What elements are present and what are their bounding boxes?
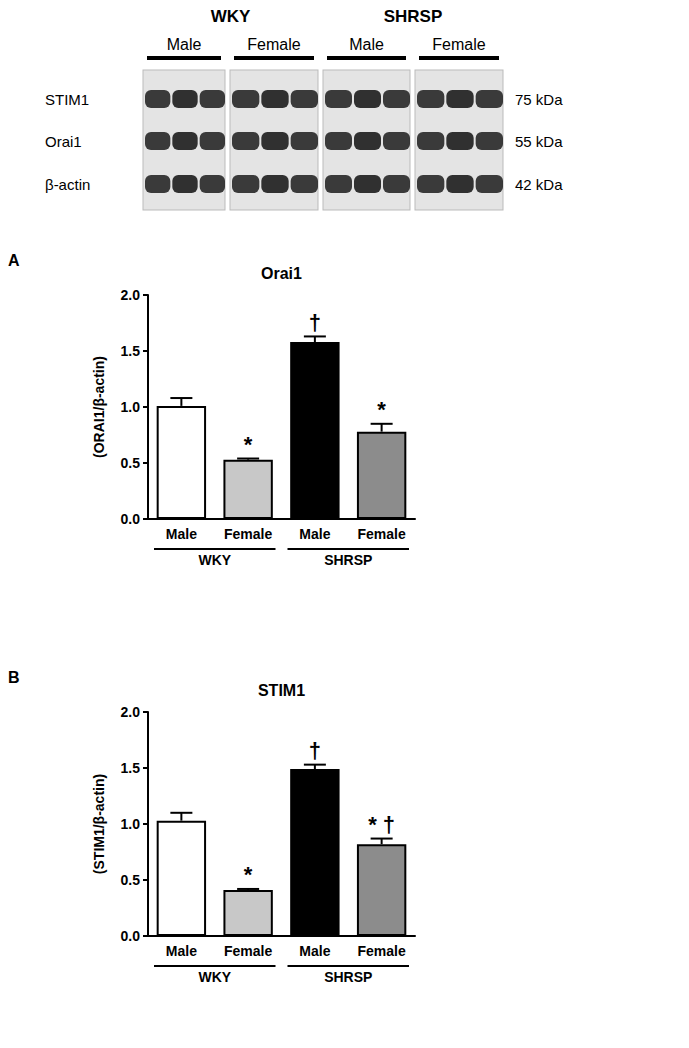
svg-text:2.0: 2.0 [121, 704, 141, 720]
svg-text:WKY: WKY [198, 552, 231, 568]
svg-text:B: B [8, 669, 20, 686]
svg-text:Orai1: Orai1 [45, 133, 82, 150]
svg-text:*: * [244, 862, 253, 887]
svg-text:Male: Male [167, 36, 202, 53]
svg-text:1.0: 1.0 [121, 399, 141, 415]
svg-text:Female: Female [358, 943, 406, 959]
svg-text:WKY: WKY [198, 969, 231, 985]
svg-text:42 kDa: 42 kDa [515, 176, 563, 193]
svg-text:STIM1: STIM1 [45, 91, 89, 108]
svg-text:Female: Female [224, 943, 272, 959]
svg-text:†: † [309, 310, 321, 335]
svg-text:0.5: 0.5 [121, 872, 141, 888]
svg-text:†: † [309, 738, 321, 763]
svg-text:Male: Male [299, 943, 330, 959]
svg-text:Male: Male [166, 526, 197, 542]
svg-text:Male: Male [299, 526, 330, 542]
svg-text:0.0: 0.0 [121, 928, 141, 944]
svg-text:*: * [244, 432, 253, 457]
svg-text:Orai1: Orai1 [261, 265, 302, 282]
svg-text:* †: * † [368, 812, 395, 837]
svg-text:Male: Male [166, 943, 197, 959]
svg-text:(STIM1/β-actin): (STIM1/β-actin) [91, 774, 107, 874]
svg-text:(ORAI1/β-actin): (ORAI1/β-actin) [91, 356, 107, 458]
svg-text:Male: Male [349, 36, 384, 53]
svg-text:*: * [377, 397, 386, 422]
svg-text:1.5: 1.5 [121, 760, 141, 776]
svg-text:Female: Female [432, 36, 485, 53]
svg-text:WKY: WKY [211, 7, 251, 26]
svg-text:SHRSP: SHRSP [324, 969, 372, 985]
svg-text:STIM1: STIM1 [258, 682, 305, 699]
svg-text:Female: Female [247, 36, 300, 53]
svg-text:SHRSP: SHRSP [384, 7, 443, 26]
svg-text:0.0: 0.0 [121, 511, 141, 527]
svg-text:2.0: 2.0 [121, 287, 141, 303]
svg-text:0.5: 0.5 [121, 455, 141, 471]
svg-text:Female: Female [224, 526, 272, 542]
svg-text:A: A [8, 252, 20, 269]
svg-text:1.0: 1.0 [121, 816, 141, 832]
svg-text:55 kDa: 55 kDa [515, 133, 563, 150]
svg-text:SHRSP: SHRSP [324, 552, 372, 568]
svg-text:β-actin: β-actin [45, 176, 90, 193]
svg-text:Female: Female [358, 526, 406, 542]
svg-text:75 kDa: 75 kDa [515, 91, 563, 108]
svg-text:1.5: 1.5 [121, 343, 141, 359]
